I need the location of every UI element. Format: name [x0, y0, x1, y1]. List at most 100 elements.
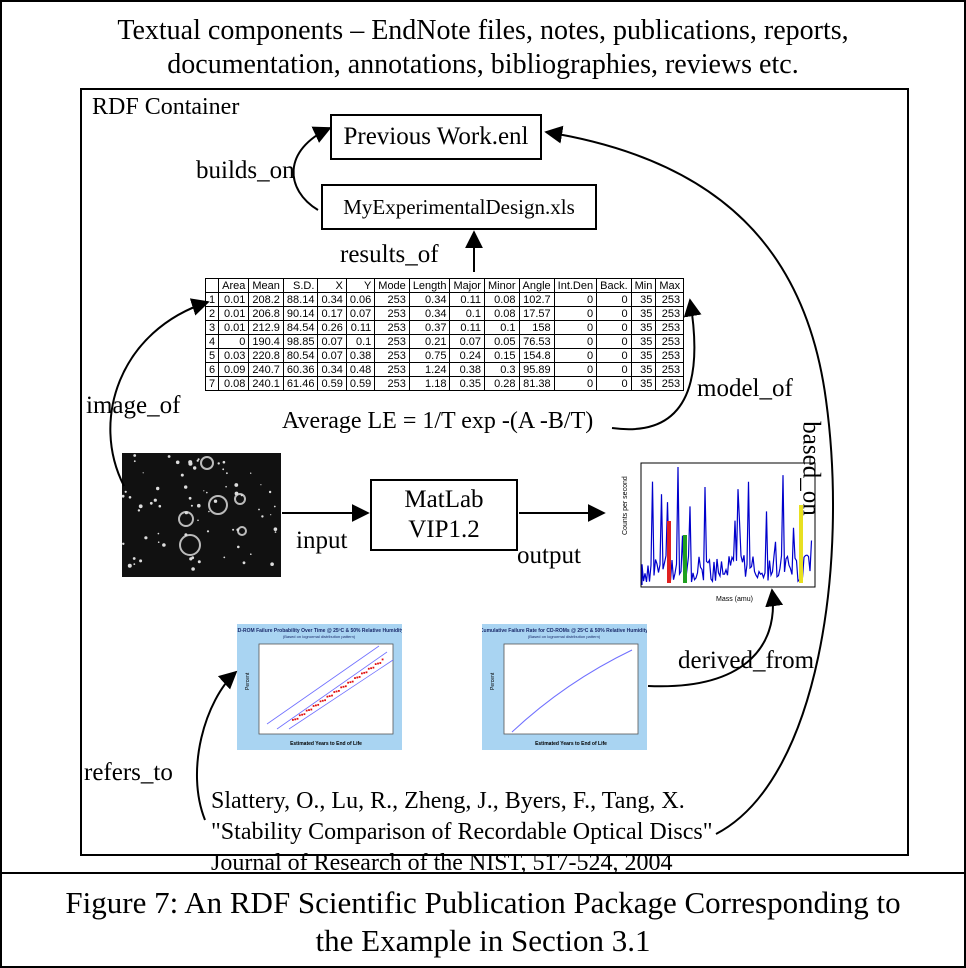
sheet-cell: 98.85: [282, 334, 319, 349]
sheet-cell: 240.1: [248, 376, 284, 391]
data-point: [301, 713, 303, 716]
chart-title: CD-ROM Failure Probability Over Time @ 2…: [237, 628, 402, 634]
sheet-cell: 0.06: [345, 292, 376, 307]
data-point: [317, 703, 320, 706]
data-point: [324, 699, 326, 702]
data-point: [349, 681, 352, 684]
sheet-cell: 206.8: [248, 306, 284, 321]
cell-blob: [237, 526, 247, 536]
data-point: [294, 718, 297, 721]
spectrum-yellow-band: [799, 505, 803, 583]
sheet-cell: 0.11: [345, 320, 376, 335]
particle-dot: [121, 494, 125, 498]
previous-work-node[interactable]: Previous Work.enl: [330, 114, 542, 160]
refers-to-label: refers_to: [84, 759, 173, 786]
sheet-cell: 61.46: [282, 376, 319, 391]
spreadsheet-thumbnail: Area Mean S.D. X Y Mode Length Major Minor Angle I…: [204, 278, 685, 391]
builds-on-label: builds_on: [196, 157, 295, 184]
particle-dot: [122, 542, 125, 545]
particle-dot: [236, 528, 240, 532]
data-point: [340, 686, 343, 689]
particle-dot: [273, 527, 278, 531]
particle-dot: [157, 541, 160, 543]
particle-dot: [225, 485, 227, 488]
sheet-cell: 0.38: [449, 362, 485, 377]
sheet-cell: 253: [374, 292, 410, 307]
sheet-cell: 0: [553, 306, 598, 321]
data-point: [335, 690, 338, 693]
particle-dot: [149, 501, 153, 505]
particle-dot: [260, 484, 262, 486]
sheet-cell: 0: [596, 334, 632, 349]
experimental-design-node[interactable]: MyExperimentalDesign.xls: [321, 184, 597, 230]
sheet-cell: 0.34: [317, 362, 347, 377]
sheet-cell: 0.1: [483, 320, 520, 335]
particle-dot: [127, 563, 132, 568]
particle-dot: [250, 553, 252, 555]
chart-ylabel: Percent: [245, 672, 251, 690]
spectrum-red-band: [667, 521, 671, 583]
particle-dot: [232, 528, 235, 531]
particle-dot: [184, 485, 188, 489]
data-point: [367, 667, 370, 670]
particle-dot: [197, 519, 199, 522]
particle-dot: [270, 562, 274, 566]
chart-subtitle: (Based on lognormal distribution pattern…: [283, 634, 356, 639]
sheet-cell: 212.9: [248, 320, 284, 335]
sheet-cell: 0: [596, 348, 632, 363]
failure-probability-chart: CD-ROM Failure Probability Over Time @ 2…: [234, 624, 404, 750]
sheet-cell: 0.24: [449, 348, 485, 363]
chart-plot-area: [258, 643, 394, 735]
particle-dot: [268, 490, 272, 494]
data-point: [319, 700, 322, 703]
sheet-cell: 90.14: [282, 306, 319, 321]
rdf-container: [80, 88, 909, 856]
sheet-cell: 0: [553, 334, 598, 349]
sheet-cell: 35: [630, 348, 657, 363]
particle-dot: [139, 559, 143, 563]
data-point: [351, 680, 354, 683]
sheet-cell: 0.15: [483, 348, 520, 363]
fit-line: [266, 645, 380, 725]
sheet-cell: 253: [374, 306, 410, 321]
sheet-cell: 0.26: [317, 320, 347, 335]
based-on-label: based_on: [797, 421, 825, 516]
sheet-header-cell: [204, 278, 220, 293]
sheet-cell: 0.11: [449, 320, 485, 335]
sheet-cell: 253: [374, 348, 410, 363]
matlab-node[interactable]: MatLab VIP1.2: [370, 479, 518, 551]
particle-dot: [250, 472, 252, 474]
particle-dot: [144, 536, 148, 540]
data-point: [338, 690, 340, 692]
particle-dot: [217, 462, 220, 465]
particle-dot: [237, 545, 240, 549]
sheet-cell: 7: [204, 376, 220, 391]
particle-dot: [156, 486, 160, 491]
sheet-cell: 1.24: [408, 362, 451, 377]
sheet-cell: 0.34: [317, 292, 347, 307]
sheet-cell: 3: [204, 320, 220, 335]
sheet-cell: 253: [374, 334, 410, 349]
particle-dot: [197, 503, 201, 508]
particle-dot: [138, 504, 143, 509]
sheet-cell: 158: [518, 320, 555, 335]
caption-line-1: Figure 7: An RDF Scientific Publication …: [65, 885, 901, 920]
output-label: output: [517, 542, 581, 569]
particle-dot: [234, 491, 239, 496]
data-point: [305, 709, 308, 712]
particle-dot: [133, 563, 136, 565]
particle-dot: [261, 515, 264, 518]
particle-dot: [132, 557, 136, 560]
sheet-header-cell: S.D.: [282, 278, 319, 293]
image-of-label: image_of: [86, 392, 181, 419]
citation-line-1: Slattery, O., Lu, R., Zheng, J., Byers, …: [211, 788, 685, 814]
sheet-cell: 0.01: [218, 320, 250, 335]
data-point: [328, 695, 331, 697]
sheet-cell: 0.17: [317, 306, 347, 321]
particle-dot: [242, 561, 246, 565]
sheet-cell: 0: [553, 320, 598, 335]
sheet-cell: 0.08: [483, 292, 520, 307]
data-point: [321, 699, 324, 702]
spectrum-ylabel: Counts per second: [622, 476, 629, 535]
data-point: [379, 662, 382, 664]
